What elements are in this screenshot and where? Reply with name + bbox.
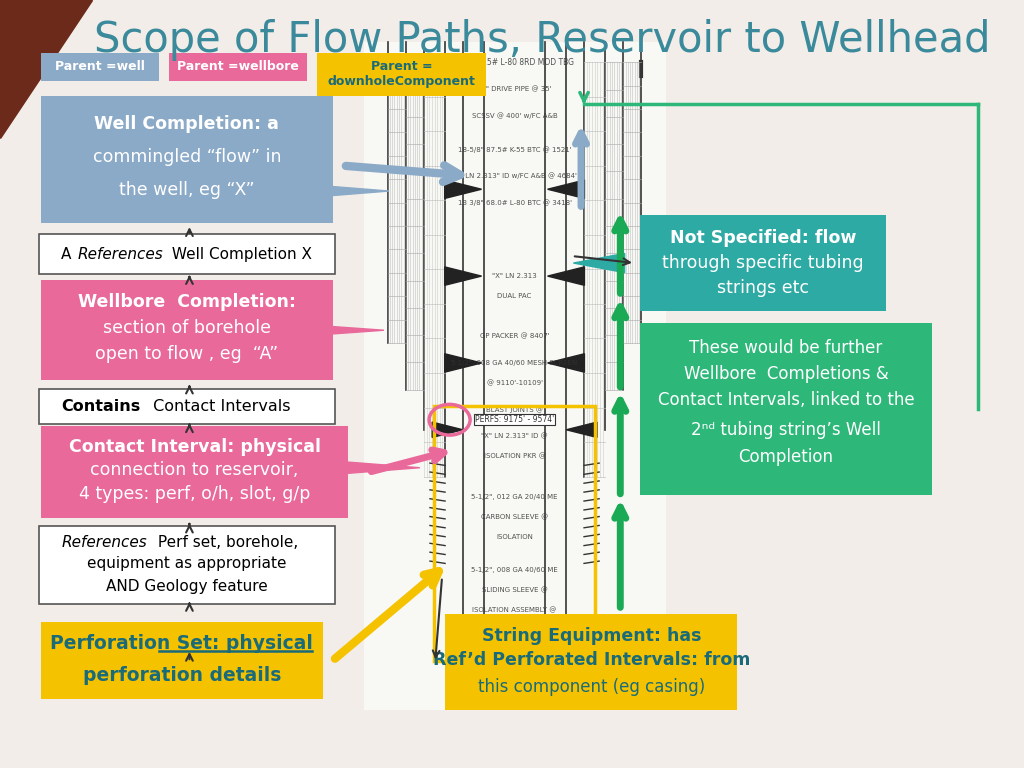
Polygon shape bbox=[230, 178, 389, 204]
Text: Wellbore  Completion:: Wellbore Completion: bbox=[78, 293, 296, 311]
Polygon shape bbox=[432, 422, 463, 438]
Polygon shape bbox=[548, 354, 585, 372]
FancyBboxPatch shape bbox=[39, 389, 335, 424]
FancyBboxPatch shape bbox=[364, 42, 666, 710]
Polygon shape bbox=[573, 253, 625, 273]
Text: SLIDING SLEEVE @: SLIDING SLEEVE @ bbox=[481, 587, 548, 594]
Text: Well Completion X: Well Completion X bbox=[167, 247, 312, 262]
Text: Parent =well: Parent =well bbox=[55, 61, 144, 73]
FancyBboxPatch shape bbox=[41, 53, 159, 81]
Text: Contains: Contains bbox=[61, 399, 140, 414]
Text: Wellbore  Completions &: Wellbore Completions & bbox=[684, 366, 888, 383]
Text: ISOLATION PKR @: ISOLATION PKR @ bbox=[483, 453, 546, 460]
Text: GP PACKER @ 8407': GP PACKER @ 8407' bbox=[480, 333, 549, 339]
Text: TD: 16000': TD: 16000' bbox=[496, 647, 534, 654]
Text: AND Geology feature: AND Geology feature bbox=[106, 579, 267, 594]
FancyBboxPatch shape bbox=[41, 96, 333, 223]
Polygon shape bbox=[548, 267, 585, 286]
Text: @ 9110'-10109': @ 9110'-10109' bbox=[486, 379, 543, 386]
Polygon shape bbox=[0, 0, 92, 138]
Text: 26" DRIVE PIPE @ 35': 26" DRIVE PIPE @ 35' bbox=[477, 86, 552, 92]
Text: Contact Intervals: Contact Intervals bbox=[148, 399, 291, 414]
Text: section of borehole: section of borehole bbox=[102, 319, 271, 337]
Text: Parent =
downholeComponent: Parent = downholeComponent bbox=[328, 61, 476, 88]
Text: Perf set, borehole,: Perf set, borehole, bbox=[153, 535, 298, 550]
Text: Not Specified: flow: Not Specified: flow bbox=[670, 229, 856, 247]
Polygon shape bbox=[302, 458, 420, 477]
Text: Contact Intervals, linked to the: Contact Intervals, linked to the bbox=[657, 392, 914, 409]
Text: 4 types: perf, o/h, slot, g/p: 4 types: perf, o/h, slot, g/p bbox=[79, 485, 310, 504]
Text: References: References bbox=[78, 247, 164, 262]
FancyBboxPatch shape bbox=[640, 215, 886, 311]
Text: SUMP PKR @: SUMP PKR @ bbox=[493, 627, 537, 634]
Text: ISOLATION ASSEMBLY @: ISOLATION ASSEMBLY @ bbox=[472, 607, 557, 614]
Polygon shape bbox=[444, 354, 481, 372]
Text: PERFS: 9175' - 9574': PERFS: 9175' - 9574' bbox=[475, 415, 554, 424]
Text: equipment as appropriate: equipment as appropriate bbox=[87, 556, 287, 571]
Text: 18-5/8" 87.5# K-55 BTC @ 1521': 18-5/8" 87.5# K-55 BTC @ 1521' bbox=[458, 146, 571, 153]
Text: this component (eg casing): this component (eg casing) bbox=[478, 678, 705, 697]
FancyBboxPatch shape bbox=[41, 426, 348, 518]
Text: A: A bbox=[61, 247, 77, 262]
Text: 5-1/2", 008 GA 40/60 ME: 5-1/2", 008 GA 40/60 ME bbox=[471, 567, 558, 573]
Text: ISOLATION: ISOLATION bbox=[496, 534, 534, 540]
Text: These would be further: These would be further bbox=[689, 339, 883, 357]
FancyBboxPatch shape bbox=[317, 53, 486, 96]
Text: commingled “flow” in: commingled “flow” in bbox=[92, 147, 282, 166]
Text: Parent =wellbore: Parent =wellbore bbox=[177, 61, 299, 73]
Text: "X" LN 2.313" ID w/FC A&B @ 4684': "X" LN 2.313" ID w/FC A&B @ 4684' bbox=[453, 173, 577, 179]
Polygon shape bbox=[566, 422, 597, 438]
FancyBboxPatch shape bbox=[445, 614, 737, 710]
Text: through specific tubing: through specific tubing bbox=[663, 254, 863, 272]
FancyBboxPatch shape bbox=[41, 622, 323, 699]
Text: Perforation Set: physical: Perforation Set: physical bbox=[50, 634, 313, 653]
Text: "X" LN 2.313: "X" LN 2.313 bbox=[493, 273, 537, 279]
FancyBboxPatch shape bbox=[640, 323, 932, 495]
Polygon shape bbox=[548, 180, 585, 198]
Text: perforation details: perforation details bbox=[83, 667, 281, 685]
FancyBboxPatch shape bbox=[169, 53, 307, 81]
Text: Contact Interval: physical: Contact Interval: physical bbox=[69, 438, 321, 455]
Text: BLAST JOINTS @: BLAST JOINTS @ bbox=[486, 406, 543, 413]
Polygon shape bbox=[444, 180, 481, 198]
Text: connection to reservoir,: connection to reservoir, bbox=[90, 462, 299, 479]
Text: strings etc: strings etc bbox=[717, 279, 809, 297]
Text: 5-1/2", 012 GA 20/40 ME: 5-1/2", 012 GA 20/40 ME bbox=[471, 494, 558, 500]
Polygon shape bbox=[444, 267, 481, 286]
Text: 2ⁿᵈ tubing string’s Well: 2ⁿᵈ tubing string’s Well bbox=[691, 421, 881, 439]
Text: DUAL PAC: DUAL PAC bbox=[498, 293, 531, 300]
Text: Well Completion: a: Well Completion: a bbox=[94, 115, 280, 133]
Text: CARBON SLEEVE @: CARBON SLEEVE @ bbox=[481, 513, 548, 520]
Text: String Equipment: has: String Equipment: has bbox=[481, 627, 701, 644]
FancyBboxPatch shape bbox=[39, 526, 335, 604]
Text: the well, eg “X”: the well, eg “X” bbox=[119, 180, 255, 199]
Text: 2 7/8″ 6.5# L-80 8RD MOD TBG: 2 7/8″ 6.5# L-80 8RD MOD TBG bbox=[455, 58, 574, 67]
Text: Scope of Flow Paths, Reservoir to Wellhead: Scope of Flow Paths, Reservoir to Wellhe… bbox=[94, 19, 991, 61]
Text: References: References bbox=[61, 535, 147, 550]
FancyBboxPatch shape bbox=[39, 234, 335, 274]
Text: 13 3/8" 68.0# L-80 BTC @ 3418': 13 3/8" 68.0# L-80 BTC @ 3418' bbox=[458, 199, 571, 206]
Text: Ref’d Perforated Intervals: from: Ref’d Perforated Intervals: from bbox=[433, 651, 750, 670]
Text: open to flow , eg  “A”: open to flow , eg “A” bbox=[95, 345, 279, 363]
FancyBboxPatch shape bbox=[41, 280, 333, 380]
Polygon shape bbox=[246, 320, 384, 340]
Text: SCSSV @ 400' w/FC A&B: SCSSV @ 400' w/FC A&B bbox=[472, 112, 557, 119]
Text: 5 1/2", 008 GA 40/60 MESH SCREEN: 5 1/2", 008 GA 40/60 MESH SCREEN bbox=[452, 360, 578, 366]
Text: Completion: Completion bbox=[738, 449, 834, 466]
Text: "X" LN 2.313" ID @: "X" LN 2.313" ID @ bbox=[481, 433, 548, 440]
